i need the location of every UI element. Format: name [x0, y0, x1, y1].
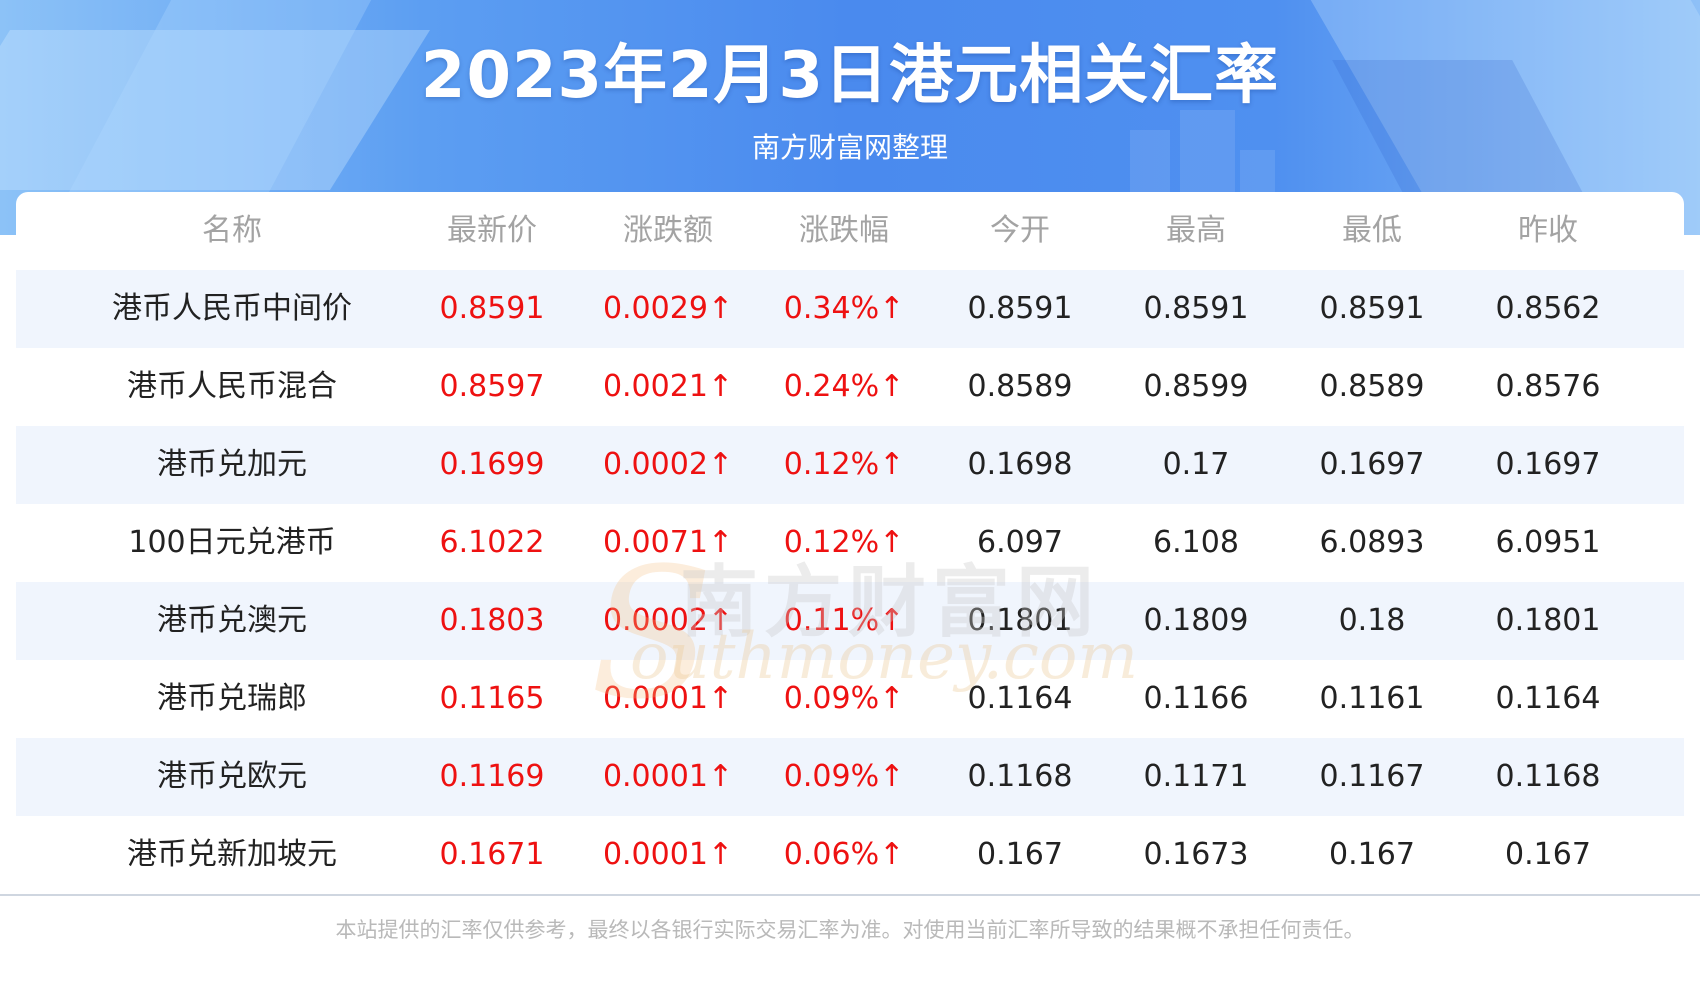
currency-pair-name: 港币兑加元: [157, 447, 307, 482]
page-subtitle: 南方财富网整理: [751, 131, 948, 164]
disclaimer-text: 本站提供的汇率仅供参考，最终以各银行实际交易汇率为准。对使用当前汇率所导致的结果…: [335, 918, 1365, 942]
rate-cell: 0.8562: [1495, 291, 1601, 326]
rate-cell: 0.0071↑: [602, 525, 734, 560]
currency-pair-name: 港币兑瑞郎: [157, 681, 307, 716]
rate-cell: 0.167: [1505, 837, 1591, 872]
rate-cell: 0.1161: [1319, 681, 1425, 716]
rate-cell: 0.1697: [1495, 447, 1601, 482]
rate-cell: 0.0002↑: [602, 447, 734, 482]
table-row: 港币兑欧元 0.1169 0.0001↑ 0.09%↑ 0.1168 0.1171 0.11…: [16, 738, 1684, 816]
rate-cell: 0.1699: [439, 447, 545, 482]
column-header: 最高: [1166, 213, 1226, 248]
rate-cell: 0.1167: [1319, 759, 1425, 794]
rate-cell: 0.167: [977, 837, 1063, 872]
currency-pair-name: 港币兑澳元: [157, 603, 307, 638]
rate-cell: 0.0001↑: [602, 681, 734, 716]
rate-cell: 0.1697: [1319, 447, 1425, 482]
rate-cell: 0.1801: [967, 603, 1073, 638]
rate-cell: 0.18: [1338, 603, 1406, 638]
rate-cell: 0.1673: [1143, 837, 1249, 872]
column-header: 今开: [990, 213, 1050, 248]
table-row: 100日元兑港币 6.1022 0.0071↑ 0.12%↑ 6.097 6.108 6.0…: [16, 504, 1684, 582]
rate-cell: 0.1671: [439, 837, 545, 872]
column-header: 昨收: [1518, 213, 1578, 248]
rate-cell: 0.09%↑: [783, 759, 905, 794]
rate-cell: 0.1809: [1143, 603, 1249, 638]
rate-cell: 0.06%↑: [783, 837, 905, 872]
rate-cell: 0.1801: [1495, 603, 1601, 638]
rate-cell: 0.1171: [1143, 759, 1249, 794]
currency-pair-name: 港币兑新加坡元: [127, 837, 337, 872]
rate-cell: 0.1168: [967, 759, 1073, 794]
rate-cell: 6.108: [1153, 525, 1239, 560]
rate-cell: 0.0021↑: [602, 369, 734, 404]
rate-cell: 0.34%↑: [783, 291, 905, 326]
rate-cell: 0.12%↑: [783, 447, 905, 482]
rate-cell: 0.0002↑: [602, 603, 734, 638]
table-row: 港币人民币中间价 0.8591 0.0029↑ 0.34%↑ 0.8591 0.8591 0…: [16, 270, 1684, 348]
currency-pair-name: 港币兑欧元: [157, 759, 307, 794]
table-header: 名称 最新价 涨跌额 涨跌幅 今开 最高 最低 昨收: [16, 192, 1684, 270]
rate-cell: 0.8576: [1495, 369, 1601, 404]
currency-pair-name: 港币人民币中间价: [112, 291, 352, 326]
rate-cell: 0.0001↑: [602, 759, 734, 794]
rate-cell: 0.1169: [439, 759, 545, 794]
rate-cell: 0.8589: [1319, 369, 1425, 404]
rate-cell: 0.0029↑: [602, 291, 734, 326]
rate-cell: 6.0893: [1319, 525, 1425, 560]
rate-cell: 0.167: [1329, 837, 1415, 872]
column-header: 名称: [202, 213, 262, 248]
divider: [0, 894, 1700, 896]
rate-cell: 6.097: [977, 525, 1063, 560]
rates-table: 名称 最新价 涨跌额 涨跌幅 今开 最高 最低 昨收 港币人民币中间价 0.8591 0.0029…: [16, 192, 1684, 896]
rate-cell: 0.1166: [1143, 681, 1249, 716]
rate-cell: 0.1164: [967, 681, 1073, 716]
table-row: 港币人民币混合 0.8597 0.0021↑ 0.24%↑ 0.8589 0.8599 0.…: [16, 348, 1684, 426]
rate-cell: 6.1022: [439, 525, 545, 560]
rate-cell: 0.09%↑: [783, 681, 905, 716]
rate-cell: 0.8599: [1143, 369, 1249, 404]
rate-cell: 0.8591: [1143, 291, 1249, 326]
column-header: 涨跌额: [623, 213, 713, 248]
rate-cell: 0.24%↑: [783, 369, 905, 404]
rate-cell: 0.8591: [439, 291, 545, 326]
rate-cell: 0.12%↑: [783, 525, 905, 560]
rate-cell: 0.1803: [439, 603, 545, 638]
table-row: 港币兑新加坡元 0.1671 0.0001↑ 0.06%↑ 0.167 0.1673 0.1…: [16, 816, 1684, 894]
rate-cell: 0.8591: [967, 291, 1073, 326]
table-row: 港币兑澳元 0.1803 0.0002↑ 0.11%↑ 0.1801 0.1809 0.18…: [16, 582, 1684, 660]
column-header: 涨跌幅: [799, 213, 889, 248]
column-header: 最低: [1342, 213, 1402, 248]
rate-cell: 0.1164: [1495, 681, 1601, 716]
column-header: 最新价: [447, 213, 537, 248]
rate-cell: 0.8589: [967, 369, 1073, 404]
currency-pair-name: 港币人民币混合: [127, 369, 337, 404]
table-row: 港币兑瑞郎 0.1165 0.0001↑ 0.09%↑ 0.1164 0.1166 0.11…: [16, 660, 1684, 738]
rate-cell: 0.17: [1162, 447, 1230, 482]
rate-cell: 6.0951: [1495, 525, 1601, 560]
rate-cell: 0.0001↑: [602, 837, 734, 872]
page-title: 2023年2月3日港元相关汇率: [420, 39, 1280, 113]
rate-cell: 0.1168: [1495, 759, 1601, 794]
table-row: 港币兑加元 0.1699 0.0002↑ 0.12%↑ 0.1698 0.17 0.1697…: [16, 426, 1684, 504]
rate-cell: 0.11%↑: [783, 603, 905, 638]
rate-cell: 0.8597: [439, 369, 545, 404]
rate-cell: 0.1698: [967, 447, 1073, 482]
rate-cell: 0.8591: [1319, 291, 1425, 326]
currency-pair-name: 100日元兑港币: [128, 525, 336, 560]
rate-cell: 0.1165: [439, 681, 545, 716]
